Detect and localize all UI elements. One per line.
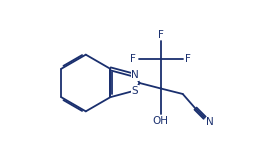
Text: OH: OH	[153, 116, 169, 126]
Text: N: N	[206, 117, 214, 127]
Text: F: F	[158, 30, 164, 40]
Text: F: F	[130, 54, 136, 64]
Text: S: S	[132, 85, 138, 96]
Text: F: F	[185, 54, 191, 64]
Text: N: N	[131, 70, 139, 81]
